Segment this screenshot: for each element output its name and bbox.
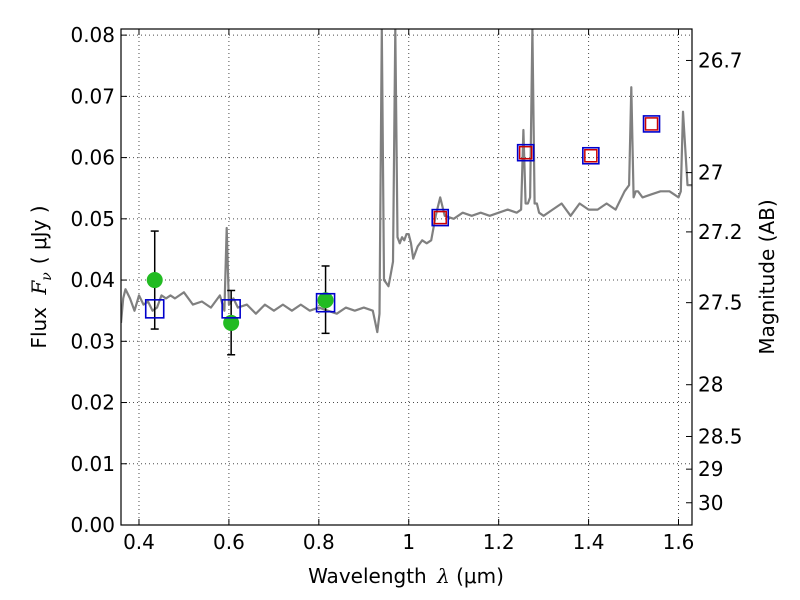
x-tick-label: 1 xyxy=(402,530,415,554)
y2-tick-label: 28 xyxy=(698,373,723,397)
y2-axis-label: Magnitude (AB) xyxy=(755,199,779,354)
x-tick-label: 0.6 xyxy=(213,530,245,554)
y-tick-label: 0.01 xyxy=(70,452,115,476)
x-axis-label: Wavelength λ (μm) xyxy=(308,564,504,588)
model-photometry-point xyxy=(431,208,450,227)
plot-frame xyxy=(120,28,693,526)
y-tick-label: 0.05 xyxy=(70,207,115,231)
observed-point xyxy=(146,272,163,289)
y-tick-label: 0.08 xyxy=(70,23,115,47)
observed-point xyxy=(223,314,240,331)
y-tick-label: 0.02 xyxy=(70,391,115,415)
y2-tick-label: 29 xyxy=(698,457,723,481)
y2-tick-label: 26.7 xyxy=(698,48,743,72)
y2-tick-label: 30 xyxy=(698,491,723,515)
model-photometry-point xyxy=(144,299,165,319)
photometry-markers xyxy=(144,115,661,356)
observed-point xyxy=(317,292,334,309)
x-tick-label: 0.4 xyxy=(123,530,155,554)
model-photometry-point xyxy=(582,146,600,165)
x-tick-label: 1.2 xyxy=(483,530,515,554)
y-tick-label: 0.06 xyxy=(70,146,115,170)
y2-tick-label: 27 xyxy=(698,161,723,185)
y-axis-label: Flux Fν( μJy ) xyxy=(27,205,55,348)
x-tick-label: 0.8 xyxy=(303,530,335,554)
x-tick-label: 1.4 xyxy=(573,530,605,554)
model-photometry-point xyxy=(642,115,661,133)
band-point-inner xyxy=(518,145,533,160)
y-tick-label: 0.07 xyxy=(70,84,115,108)
y2-tick-label: 27.5 xyxy=(698,291,743,315)
y-tick-label: 0.04 xyxy=(70,268,115,292)
band-point-inner xyxy=(644,117,659,131)
y2-tick-label: 28.5 xyxy=(698,424,743,448)
spectrum-series xyxy=(121,29,692,334)
model-photometry-point xyxy=(221,299,241,319)
band-point-inner xyxy=(433,210,447,225)
model-photometry-point xyxy=(516,143,535,162)
band-point-inner xyxy=(584,149,598,163)
y2-tick-label: 27.2 xyxy=(698,220,743,244)
model-photometry-point xyxy=(315,292,336,313)
x-tick-label: 1.6 xyxy=(663,530,695,554)
y-tick-label: 0.03 xyxy=(70,329,115,353)
spectrum-line xyxy=(121,29,692,334)
axis-ticks: 0.4 0.6 0.8 1 1.2 1.4 1.6 0.00 0.01 0.02 0.03 0.04 0… xyxy=(70,23,742,554)
y-tick-label: 0.00 xyxy=(70,513,115,537)
